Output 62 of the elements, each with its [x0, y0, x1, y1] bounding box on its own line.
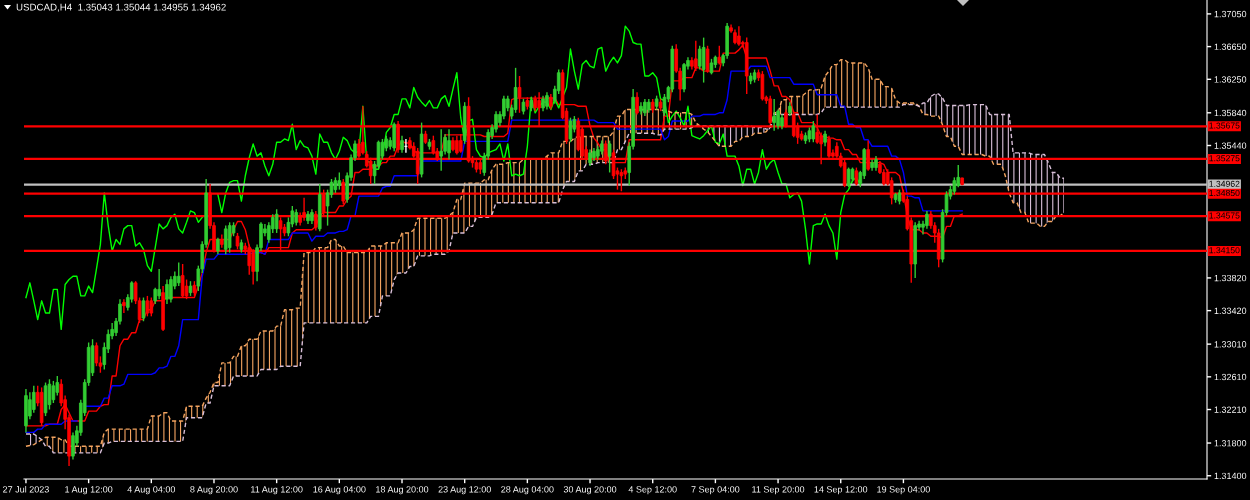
ref-line-label: 1.34850 [1209, 189, 1240, 197]
candlestick [513, 67, 518, 114]
candlestick [392, 121, 396, 152]
candlestick [157, 268, 161, 300]
candlestick [141, 296, 146, 322]
x-tick-label: 28 Aug 04:00 [501, 486, 554, 495]
x-tick-label: 4 Aug 04:00 [127, 486, 176, 495]
y-tick-label: 1.37050 [1214, 10, 1247, 18]
candlestick [697, 45, 702, 71]
candlestick [149, 296, 154, 318]
candlestick [635, 91, 639, 116]
candlestick [176, 261, 181, 287]
candlestick [165, 278, 169, 305]
candlestick [314, 210, 318, 232]
x-tick-label: 30 Aug 20:00 [563, 486, 617, 495]
x-tick-label: 18 Aug 20:00 [376, 486, 429, 495]
candlestick [439, 128, 443, 172]
candlestick [811, 120, 816, 143]
candlestick [94, 341, 99, 367]
x-tick-label: 23 Aug 12:00 [438, 486, 491, 495]
y-tick-label: 1.31800 [1214, 440, 1247, 447]
x-tick-label: 11 Sep 20:00 [752, 486, 805, 495]
candlestick [51, 380, 56, 404]
candlestick [227, 221, 232, 254]
y-tick-label: 1.32610 [1214, 373, 1247, 381]
x-tick-label: 27 Jul 2023 [3, 485, 49, 493]
y-tick-label: 1.33820 [1214, 274, 1247, 282]
candlestick [772, 98, 776, 132]
x-tick-label: 4 Sep 12:00 [628, 486, 677, 495]
y-tick-label: 1.31400 [1214, 472, 1247, 480]
y-tick-label: 1.32210 [1214, 406, 1247, 413]
candlestick [180, 263, 185, 299]
ref-line-label: 1.34962 [1209, 180, 1240, 187]
ref-line-label: 1.35675 [1209, 122, 1240, 129]
candlestick [122, 298, 126, 314]
y-tick-label: 1.35440 [1214, 142, 1247, 149]
y-tick-label: 1.36250 [1214, 76, 1247, 83]
candlestick [145, 295, 150, 318]
x-tick-label: 7 Sep 04:00 [691, 486, 740, 495]
x-tick-label: 1 Aug 12:00 [65, 486, 113, 495]
y-tick-label: 1.33420 [1214, 307, 1247, 314]
candlestick [568, 117, 573, 143]
candlestick [701, 36, 706, 84]
ref-line-label: 1.34150 [1209, 247, 1240, 254]
ref-line-label: 1.35275 [1209, 155, 1240, 162]
x-tick-label: 8 Aug 20:00 [190, 486, 238, 495]
x-tick-label: 14 Sep 12:00 [814, 486, 868, 495]
candlestick [846, 166, 851, 188]
x-tick-label: 11 Aug 12:00 [251, 486, 303, 495]
candlestick [274, 208, 279, 234]
x-tick-label: 16 Aug 04:00 [313, 486, 366, 495]
y-tick-label: 1.35840 [1214, 109, 1247, 117]
y-tick-label: 1.33010 [1214, 341, 1247, 348]
candlestick [447, 128, 451, 161]
candlestick [169, 275, 173, 304]
candlestick [184, 278, 189, 300]
candlestick [517, 75, 522, 114]
candlestick [302, 197, 306, 222]
ref-line-label: 1.34575 [1209, 212, 1240, 219]
y-tick-label: 1.36650 [1214, 43, 1247, 50]
chart-title: USDCAD,H4 1.35043 1.35044 1.34955 1.34962 [16, 3, 226, 12]
x-tick-label: 19 Sep 04:00 [877, 486, 930, 495]
